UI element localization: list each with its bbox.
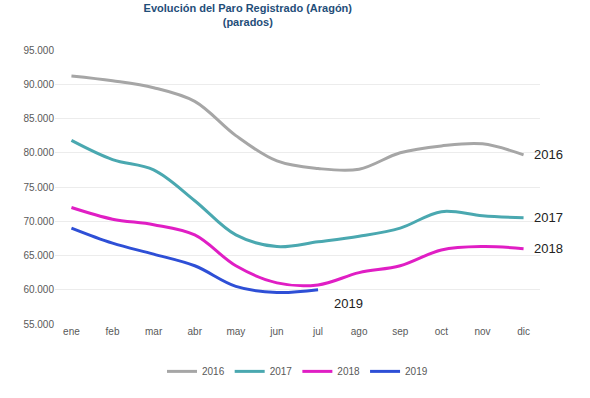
svg-text:70.000: 70.000: [23, 216, 54, 227]
svg-text:2018: 2018: [534, 241, 563, 256]
svg-text:60.000: 60.000: [23, 284, 54, 295]
svg-text:90.000: 90.000: [23, 79, 54, 90]
svg-text:ago: ago: [351, 326, 368, 337]
svg-text:85.000: 85.000: [23, 113, 54, 124]
svg-text:feb: feb: [106, 326, 120, 337]
svg-text:65.000: 65.000: [23, 250, 54, 261]
svg-text:2017: 2017: [270, 366, 293, 377]
svg-text:2019: 2019: [405, 366, 428, 377]
svg-text:2016: 2016: [202, 366, 225, 377]
svg-text:95.000: 95.000: [23, 45, 54, 56]
svg-text:mar: mar: [145, 326, 163, 337]
svg-text:nov: nov: [474, 326, 490, 337]
svg-text:2019: 2019: [334, 296, 363, 311]
svg-text:sep: sep: [392, 326, 409, 337]
svg-text:jul: jul: [312, 326, 323, 337]
svg-text:may: may: [226, 326, 245, 337]
svg-text:2017: 2017: [534, 210, 563, 225]
svg-text:ene: ene: [63, 326, 80, 337]
svg-text:Evolución del Paro Registrado: Evolución del Paro Registrado (Aragón)(p…: [144, 2, 353, 28]
svg-text:dic: dic: [517, 326, 530, 337]
svg-text:75.000: 75.000: [23, 182, 54, 193]
svg-text:2018: 2018: [337, 366, 360, 377]
svg-text:oct: oct: [435, 326, 449, 337]
svg-text:2016: 2016: [534, 147, 563, 162]
svg-text:55.000: 55.000: [23, 319, 54, 330]
svg-text:80.000: 80.000: [23, 147, 54, 158]
svg-text:abr: abr: [188, 326, 203, 337]
svg-text:jun: jun: [269, 326, 283, 337]
